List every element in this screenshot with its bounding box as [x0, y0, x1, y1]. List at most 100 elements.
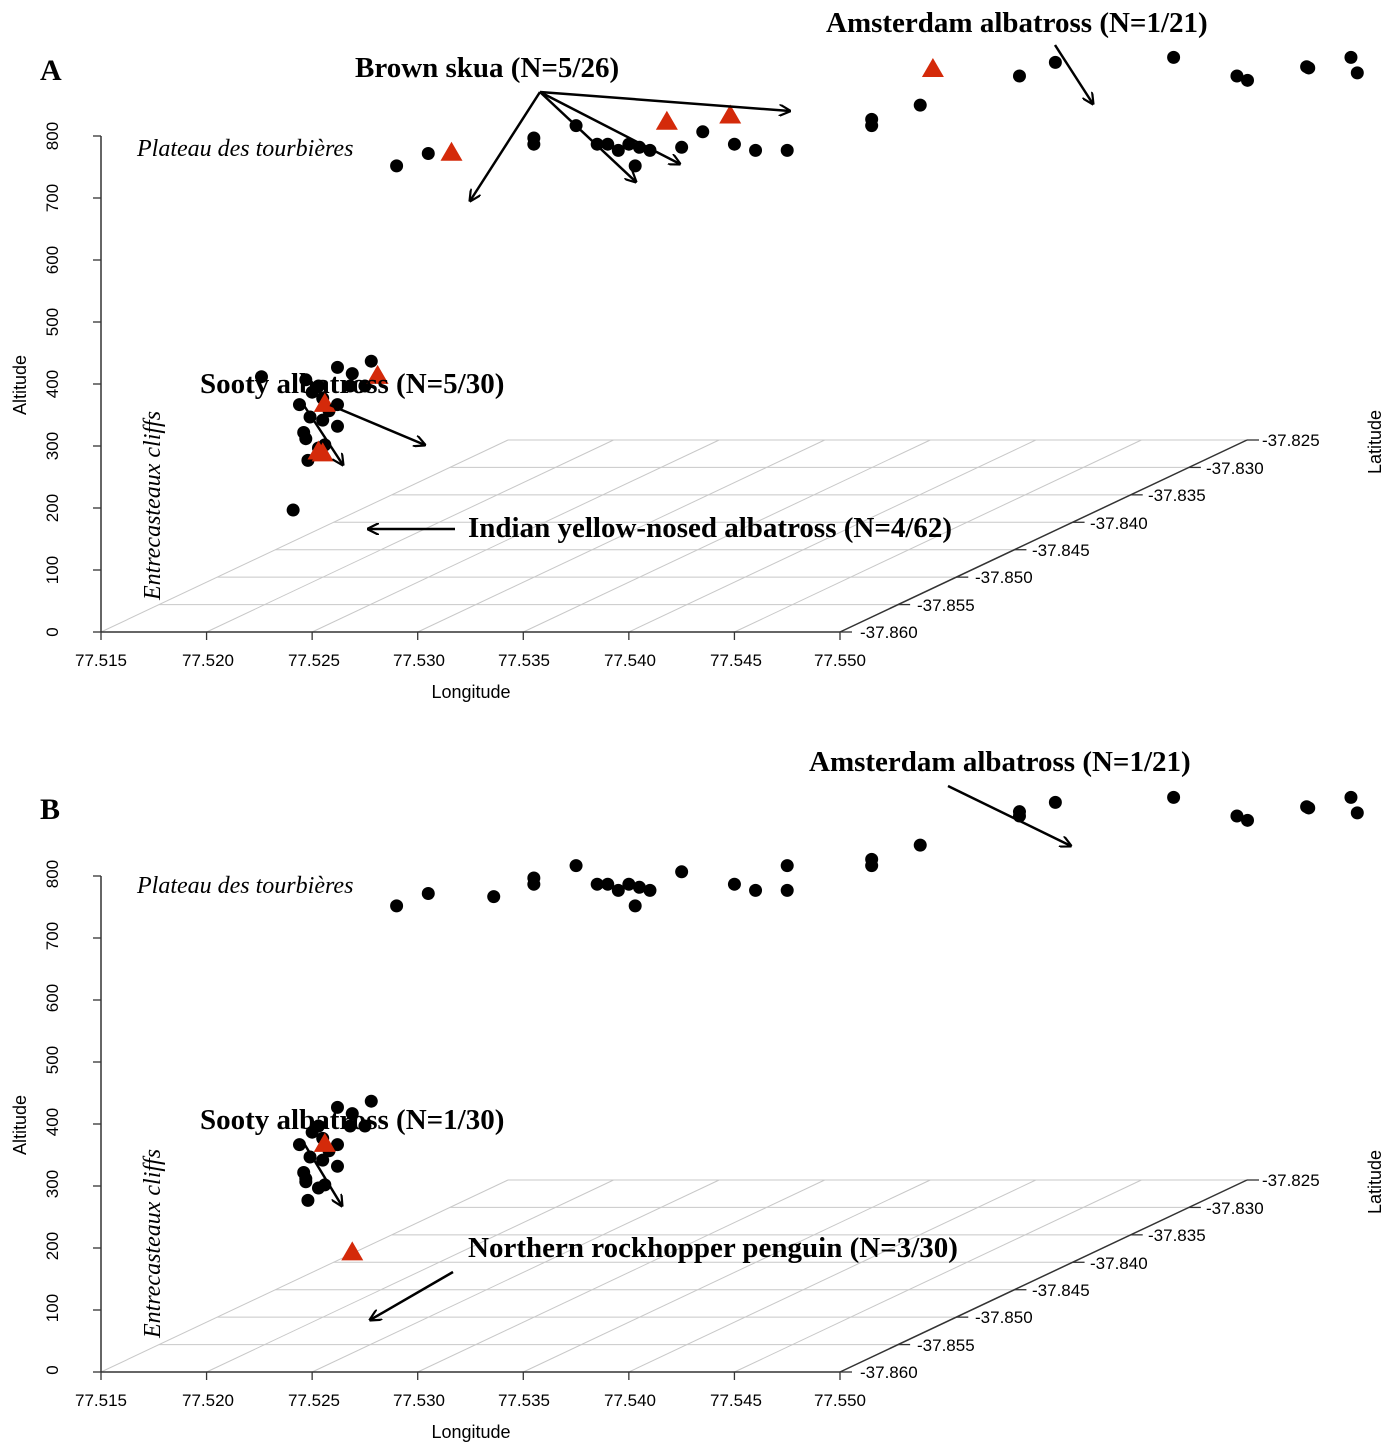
- sample-point: [390, 899, 404, 913]
- sample-point: [622, 877, 636, 891]
- z-tick-label: -37.830: [1206, 1199, 1264, 1218]
- annotation-sooty-albatross: Sooty albatross (N=1/30): [200, 1104, 504, 1136]
- sample-point: [1012, 69, 1026, 83]
- annotation-amsterdam-albatross: Amsterdam albatross (N=1/21): [809, 746, 1191, 778]
- z-tick-label: -37.845: [1032, 541, 1090, 560]
- floor-grid-line: [628, 439, 1037, 633]
- sample-point: [345, 367, 359, 381]
- floor-grid-line: [417, 439, 825, 633]
- sample-point: [305, 1125, 319, 1139]
- sample-point: [299, 432, 313, 446]
- x-tick-label: 77.515: [75, 651, 127, 670]
- x-tick-label: 77.540: [604, 1391, 656, 1410]
- sample-point: [749, 143, 763, 157]
- sample-point: [611, 883, 625, 897]
- z-tick-label: -37.840: [1090, 514, 1148, 533]
- sample-point: [316, 413, 330, 427]
- sample-point: [569, 859, 583, 873]
- sample-point: [780, 143, 794, 157]
- positive-sample-point: [719, 104, 742, 124]
- sample-point: [345, 1107, 359, 1121]
- panel-a-y-ticks: 0 100 200 300 400 500 600 700 800: [43, 122, 62, 637]
- z-tick-label: -37.860: [860, 1363, 918, 1382]
- sample-point: [299, 1172, 313, 1186]
- sample-point: [330, 1138, 344, 1152]
- floor-grid-line: [311, 439, 720, 633]
- sample-point: [527, 137, 541, 151]
- annotation-brown-skua: Brown skua (N=5/26): [355, 52, 619, 84]
- x-tick-label: 77.520: [182, 651, 234, 670]
- y-tick-label: 200: [43, 1232, 62, 1260]
- sample-point: [421, 887, 435, 900]
- panel-a: A Plateau des tourbières Entrecasteaux c…: [10, 7, 1385, 702]
- x-tick-label: 77.550: [814, 651, 866, 670]
- arrow-sooty-albatross-2: [329, 403, 425, 445]
- panel-b-region-plateau: Plateau des tourbières: [136, 873, 353, 899]
- positive-sample-point: [366, 364, 389, 384]
- sample-point: [1302, 801, 1316, 815]
- sample-point: [727, 137, 741, 151]
- y-tick-label: 100: [43, 556, 62, 584]
- arrow-amsterdam-albatross: [947, 784, 1071, 846]
- y-tick-label: 0: [43, 627, 62, 636]
- x-tick-label: 77.525: [288, 651, 340, 670]
- floor-grid-line: [734, 439, 1142, 633]
- sample-point: [628, 899, 642, 913]
- sample-point: [1350, 806, 1364, 820]
- panel-a-region-cliffs: Entrecasteaux cliffs: [140, 411, 166, 601]
- sample-point: [601, 877, 615, 891]
- sample-point: [675, 140, 689, 154]
- sample-point: [675, 865, 689, 879]
- panel-b-points: [292, 790, 1364, 1261]
- x-tick-label: 77.545: [710, 1391, 762, 1410]
- x-tick-label: 77.525: [288, 1391, 340, 1410]
- sample-point: [487, 890, 501, 904]
- panel-a-z-axis-label: Latitude: [1365, 410, 1385, 474]
- floor-grid-line: [734, 1179, 1142, 1373]
- panel-b-region-cliffs: Entrecasteaux cliffs: [140, 1149, 166, 1339]
- x-tick-label: 77.545: [710, 651, 762, 670]
- annotation-amsterdam-albatross: Amsterdam albatross (N=1/21): [826, 7, 1208, 39]
- panel-b-letter: B: [40, 793, 60, 826]
- panel-b-frame: [93, 875, 1259, 1380]
- sample-point: [286, 503, 300, 517]
- arrow-brown-skua-1: [470, 91, 542, 201]
- sample-point: [330, 419, 344, 433]
- panel-b-x-ticks: 77.515 77.520 77.525 77.530 77.535 77.54…: [75, 1391, 866, 1410]
- floor-grid-line: [311, 1179, 720, 1373]
- sample-point: [727, 877, 741, 891]
- floor-grid-line: [100, 1179, 509, 1373]
- panel-a-letter: A: [40, 54, 62, 87]
- x-tick-label: 77.520: [182, 1391, 234, 1410]
- positive-sample-point: [313, 392, 336, 412]
- panel-a-y-axis-label: Altitude: [10, 355, 30, 415]
- sample-point: [421, 147, 435, 160]
- y-tick-label: 0: [43, 1365, 62, 1374]
- sample-point: [292, 398, 306, 412]
- y-tick-label: 500: [43, 1046, 62, 1074]
- sample-point: [780, 883, 794, 897]
- y-tick-label: 800: [43, 860, 62, 888]
- sample-point: [330, 1159, 344, 1173]
- y-tick-label: 800: [43, 122, 62, 150]
- panel-b-z-axis-label: Latitude: [1365, 1150, 1385, 1214]
- panel-b: B Plateau des tourbières Entrecasteaux c…: [10, 746, 1385, 1442]
- y-tick-label: 400: [43, 1108, 62, 1136]
- z-tick-label: -37.825: [1262, 431, 1320, 450]
- sample-point: [1167, 790, 1181, 804]
- arrow-brown-skua-3: [539, 90, 680, 164]
- sample-point: [622, 137, 636, 151]
- x-tick-label: 77.515: [75, 1391, 127, 1410]
- sample-point: [299, 373, 313, 387]
- panel-a-z-ticks: -37.825 -37.830 -37.835 -37.840 -37.845 …: [860, 431, 1320, 642]
- sample-point: [1302, 61, 1316, 75]
- sample-point: [1230, 69, 1244, 83]
- floor-grid-line: [523, 1179, 931, 1373]
- sample-point: [343, 1119, 357, 1133]
- sample-point: [1344, 790, 1358, 804]
- sample-point: [632, 880, 646, 894]
- y-tick-label: 500: [43, 308, 62, 336]
- z-tick-label: -37.860: [860, 623, 918, 642]
- z-tick-label: -37.835: [1148, 1226, 1206, 1245]
